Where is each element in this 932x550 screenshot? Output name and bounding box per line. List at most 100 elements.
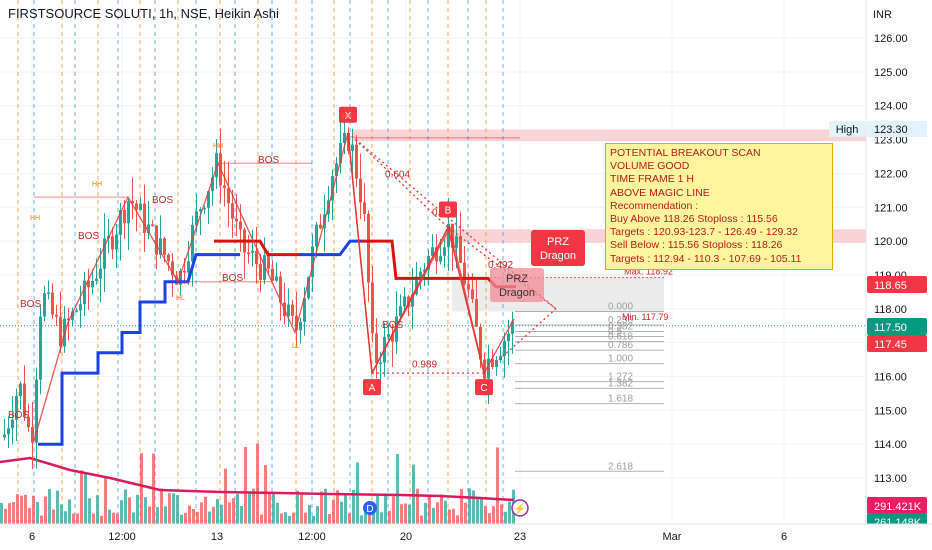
candle-body <box>235 218 238 222</box>
volume-bar <box>456 515 459 524</box>
candle-body <box>171 261 174 276</box>
note-line: TIME FRAME 1 H <box>610 173 695 186</box>
candle-body <box>239 221 242 230</box>
min-label: Min. 117.79 <box>622 312 668 322</box>
volume-bar <box>104 477 107 524</box>
volume-bar <box>32 495 35 524</box>
volume-bar <box>472 490 475 524</box>
candle-body <box>91 280 94 288</box>
volume-bar <box>500 504 503 524</box>
volume-bar <box>120 500 123 524</box>
pattern-point-label: A <box>369 383 376 394</box>
volume-bar <box>196 511 199 524</box>
volume-bar <box>40 515 43 524</box>
volume-bar <box>148 506 151 524</box>
time-tick: Mar <box>663 531 682 543</box>
note-line: VOLUME GOOD <box>610 160 690 173</box>
volume-bar <box>228 502 231 524</box>
candle-body <box>331 176 334 201</box>
candle-body <box>483 359 486 379</box>
candle-body <box>455 236 458 248</box>
candle-body <box>511 321 514 334</box>
volume-bar <box>248 491 251 524</box>
candle-body <box>47 292 50 294</box>
note-line: Buy Above 118.26 Stoploss : 115.56 <box>610 213 778 226</box>
candle-body <box>207 191 210 208</box>
note-line: Recommendation : <box>610 199 699 212</box>
volume-bar <box>28 508 31 524</box>
volume-bar <box>128 497 131 524</box>
volume-bar <box>424 502 427 524</box>
volume-bar <box>180 514 183 524</box>
price-axis[interactable]: INR 126.00 125.00 124.00 123.00 122.00 121.00 1… <box>829 0 927 530</box>
volume-bar <box>224 468 227 524</box>
candle-body <box>155 225 158 255</box>
swing-label: HH <box>213 143 223 150</box>
candle-body <box>471 289 474 300</box>
candle-body <box>271 268 274 281</box>
prz-badge-line1: PRZ <box>547 236 569 248</box>
candle-body <box>131 201 134 204</box>
volume-bar <box>60 504 63 524</box>
candle-body <box>387 334 390 337</box>
volume-bar <box>236 493 239 524</box>
price-tick: 115.00 <box>874 405 907 417</box>
volume-bar <box>164 506 167 524</box>
candle-body <box>227 187 230 204</box>
volume-bar <box>68 499 71 524</box>
candle-body <box>7 428 10 435</box>
bos-label: BOS <box>382 320 403 331</box>
candle-body <box>359 178 362 203</box>
volume-bar <box>272 492 275 524</box>
fib-ratio-label: 1.618 <box>608 394 633 405</box>
prz-faded-line2: Dragon <box>499 287 535 299</box>
volume-bar <box>252 488 255 524</box>
pattern-point-label: X <box>345 111 352 122</box>
volume-bar <box>24 494 27 524</box>
price-tick: 121.00 <box>874 202 908 214</box>
prz-badge-faded <box>490 268 544 302</box>
volume-bar <box>340 501 343 524</box>
volume-bar <box>108 509 111 524</box>
volume-bar <box>392 496 395 524</box>
volume-bar <box>312 515 315 524</box>
time-axis[interactable]: 6 12:00 13 12:00 20 23 Mar 6 <box>0 523 932 550</box>
candle-body <box>87 280 90 288</box>
volume-bar <box>508 501 511 524</box>
volume-bar <box>488 513 491 524</box>
high-tag <box>829 121 865 137</box>
volume-bar <box>240 506 243 524</box>
candle-body <box>439 255 442 262</box>
candle-body <box>67 318 70 321</box>
pattern-point-marker <box>339 106 357 123</box>
candle-body <box>335 163 338 177</box>
time-tick: 6 <box>781 531 787 543</box>
volume-bar <box>496 447 499 524</box>
volume-bar <box>36 502 39 524</box>
structure-labels: BOS BOS BOS BOS BOS BOS BOS HH HH HH HH HL LL LL D ⚡ <box>8 113 529 517</box>
volume-bar <box>316 506 319 524</box>
candle-body <box>491 358 494 368</box>
candle-body <box>267 255 270 269</box>
high-price-badge <box>867 121 927 137</box>
volume-bar <box>88 498 91 524</box>
price-badge-value: 118.65 <box>874 280 907 292</box>
volume-bar <box>96 495 99 524</box>
fib-ratio-label: 0.5 <box>608 327 622 338</box>
volume-bar <box>244 446 247 524</box>
ratio-label: 0.492 <box>488 260 513 271</box>
candle-body <box>247 252 250 255</box>
price-tick: 118.00 <box>874 304 907 316</box>
candle-body <box>391 334 394 342</box>
volume-bar <box>400 504 403 524</box>
candle-body <box>423 269 426 272</box>
candle-body <box>447 223 450 248</box>
chart-title: FIRSTSOURCE SOLUTI, 1h, NSE, Heikin Ashi <box>8 6 279 21</box>
volume-bar <box>144 497 147 524</box>
volume-bar <box>416 488 419 524</box>
candle-body <box>167 254 170 262</box>
candle-body <box>27 416 30 428</box>
volume-bar <box>380 512 383 524</box>
volume-bar <box>304 512 307 524</box>
